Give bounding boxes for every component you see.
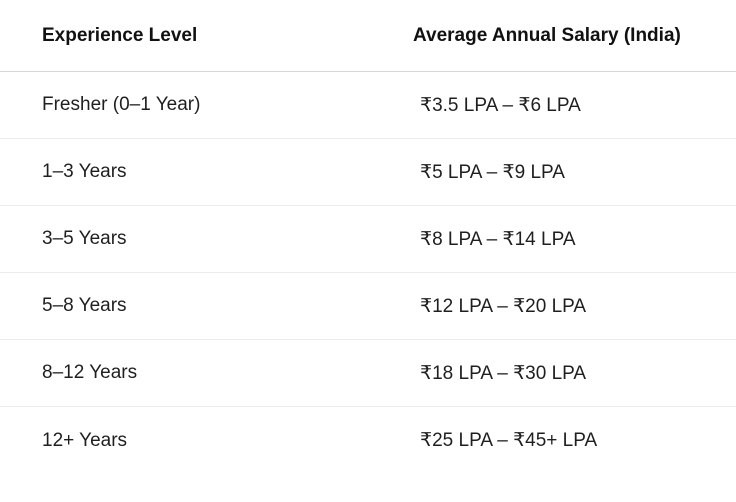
header-average-salary: Average Annual Salary (India) — [413, 24, 681, 46]
salary-cell: ₹8 LPA – ₹14 LPA — [420, 228, 576, 250]
salary-cell: ₹5 LPA – ₹9 LPA — [420, 161, 565, 183]
salary-cell: ₹12 LPA – ₹20 LPA — [420, 295, 587, 317]
experience-cell: 12+ Years — [42, 429, 128, 451]
salary-cell: ₹18 LPA – ₹30 LPA — [420, 362, 587, 384]
table-row: Fresher (0–1 Year) ₹3.5 LPA – ₹6 LPA — [0, 72, 736, 139]
header-experience-level: Experience Level — [42, 24, 198, 46]
table-row: 8–12 Years ₹18 LPA – ₹30 LPA — [0, 340, 736, 407]
table-row: 12+ Years ₹25 LPA – ₹45+ LPA — [0, 407, 736, 474]
experience-cell: 3–5 Years — [42, 228, 127, 249]
table-row: 3–5 Years ₹8 LPA – ₹14 LPA — [0, 206, 736, 273]
salary-table: Experience Level Average Annual Salary (… — [0, 0, 736, 474]
experience-cell: 5–8 Years — [42, 295, 127, 316]
table-row: 1–3 Years ₹5 LPA – ₹9 LPA — [0, 139, 736, 206]
table-row: 5–8 Years ₹12 LPA – ₹20 LPA — [0, 273, 736, 340]
salary-cell: ₹25 LPA – ₹45+ LPA — [420, 430, 598, 451]
experience-cell: 8–12 Years — [42, 362, 138, 383]
experience-cell: Fresher (0–1 Year) — [42, 94, 201, 115]
experience-cell: 1–3 Years — [42, 161, 127, 182]
table-header-row: Experience Level Average Annual Salary (… — [0, 0, 736, 72]
salary-cell: ₹3.5 LPA – ₹6 LPA — [420, 94, 581, 116]
